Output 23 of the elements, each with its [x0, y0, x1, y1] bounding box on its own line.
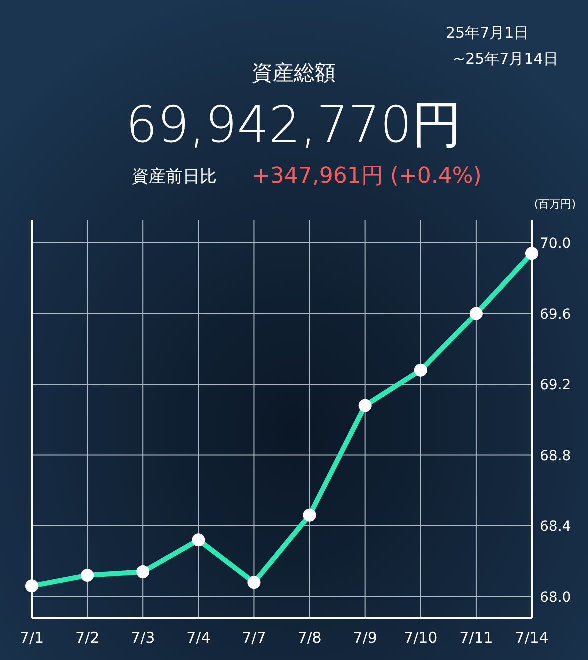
y-tick-label: 69.2	[540, 378, 572, 394]
x-tick-label: 7/1	[20, 629, 44, 647]
x-tick-label: 7/11	[460, 629, 494, 647]
text: 資産前日比	[132, 167, 217, 187]
x-tick-label: 7/3	[131, 629, 156, 647]
chart-title: 資産総額	[252, 61, 336, 85]
text: 25年7月1日	[446, 24, 530, 42]
text: +347,961円 (+0.4%)	[252, 164, 482, 189]
x-tick-label: 7/14	[515, 629, 549, 647]
text: ~25年7月14日	[453, 50, 558, 68]
y-tick-label: 68.4	[540, 519, 572, 536]
x-tick-label: 7/10	[404, 629, 438, 647]
x-tick-label: 7/2	[75, 629, 100, 647]
x-tick-label: 7/8	[298, 629, 322, 647]
y-tick-label: 70.0	[540, 236, 572, 252]
y-axis-title: (百万円)	[534, 198, 576, 211]
x-tick-label: 7/9	[353, 629, 378, 647]
y-tick-label: 69.6	[540, 306, 572, 323]
y-tick-label: 68.0	[540, 590, 572, 606]
chart-subtitle: 69,942,770円	[126, 96, 462, 154]
x-tick-label: 7/7	[242, 629, 266, 647]
x-tick-label: 7/4	[186, 629, 211, 647]
y-tick-label: 68.8	[540, 448, 572, 464]
